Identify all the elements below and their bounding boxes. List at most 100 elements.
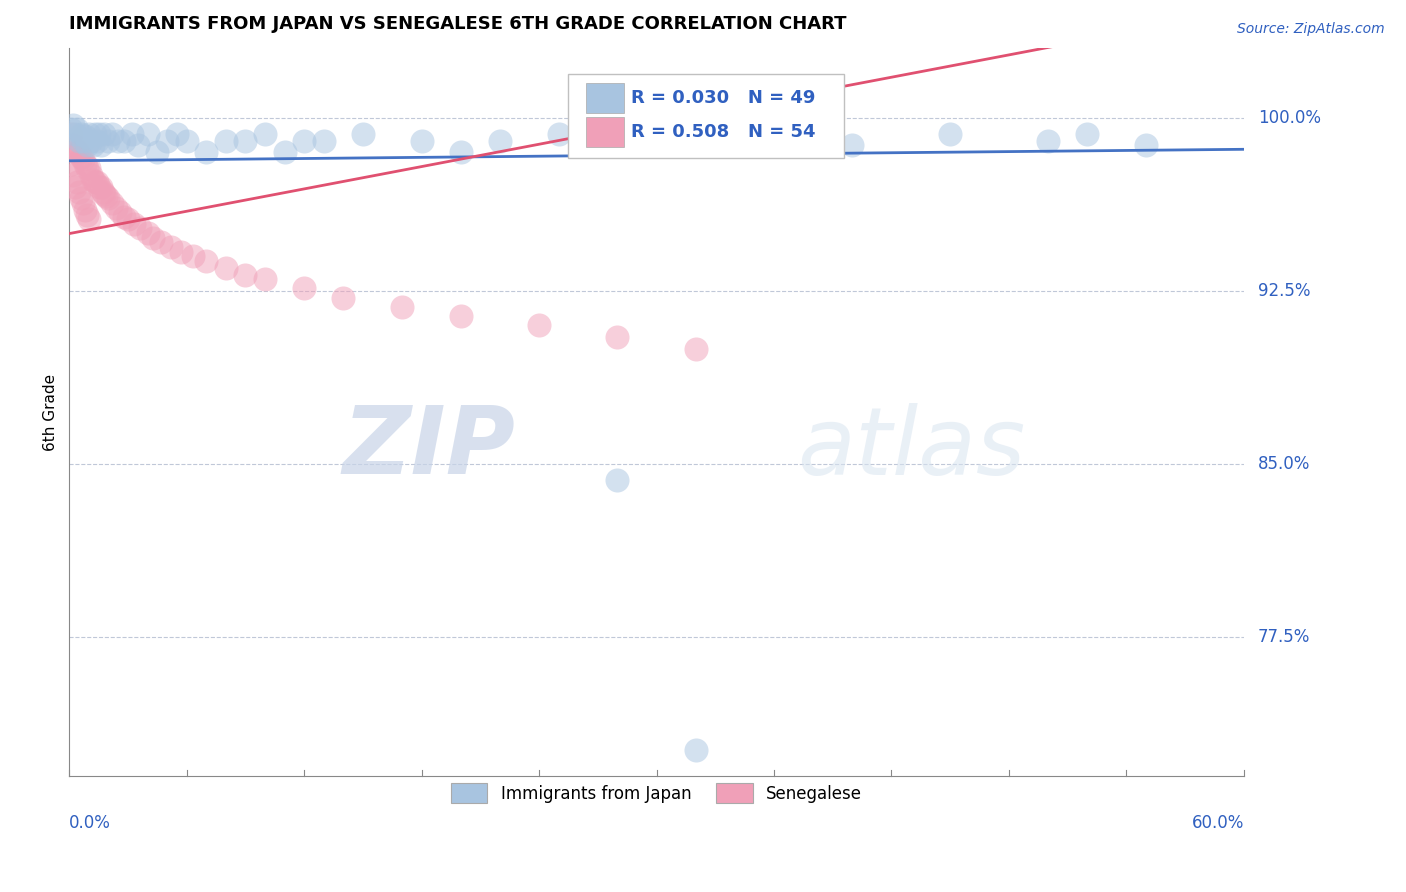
Point	[253, 272, 276, 286]
Point	[62, 118, 84, 132]
Point	[91, 185, 114, 199]
Text: atlas: atlas	[797, 403, 1026, 494]
Point	[112, 210, 135, 224]
Point	[83, 175, 105, 189]
Text: R = 0.508   N = 54: R = 0.508 N = 54	[631, 123, 815, 141]
Point	[1036, 134, 1059, 148]
Point	[76, 138, 98, 153]
Point	[86, 175, 108, 189]
Point	[66, 122, 89, 136]
Point	[939, 127, 962, 141]
Point	[93, 127, 115, 141]
Point	[97, 192, 120, 206]
Point	[332, 291, 354, 305]
Point	[606, 330, 628, 344]
Text: IMMIGRANTS FROM JAPAN VS SENEGALESE 6TH GRADE CORRELATION CHART: IMMIGRANTS FROM JAPAN VS SENEGALESE 6TH …	[69, 15, 846, 33]
Point	[77, 212, 100, 227]
Point	[72, 153, 94, 167]
Point	[215, 134, 238, 148]
Point	[744, 127, 766, 141]
Point	[312, 134, 335, 148]
Point	[90, 180, 112, 194]
Point	[62, 138, 84, 153]
Legend: Immigrants from Japan, Senegalese: Immigrants from Japan, Senegalese	[444, 777, 869, 809]
Point	[86, 134, 108, 148]
Point	[107, 134, 129, 148]
Point	[273, 145, 295, 160]
Point	[1135, 138, 1157, 153]
Point	[82, 173, 104, 187]
Point	[112, 134, 135, 148]
Point	[77, 161, 100, 176]
Point	[90, 138, 112, 153]
Point	[128, 221, 150, 235]
Text: 60.0%: 60.0%	[1191, 814, 1244, 832]
Point	[685, 342, 707, 356]
Point	[527, 318, 550, 333]
Point	[156, 134, 179, 148]
Point	[67, 145, 90, 160]
Point	[80, 169, 103, 183]
Point	[97, 134, 120, 148]
Point	[166, 127, 188, 141]
Point	[150, 235, 173, 250]
Point	[60, 122, 83, 136]
FancyBboxPatch shape	[586, 83, 624, 113]
Point	[547, 127, 569, 141]
Point	[195, 253, 218, 268]
Point	[73, 157, 96, 171]
Point	[136, 127, 159, 141]
Text: R = 0.030   N = 49: R = 0.030 N = 49	[631, 89, 815, 107]
Point	[352, 127, 374, 141]
Point	[117, 212, 139, 227]
Point	[72, 134, 94, 148]
Point	[76, 161, 98, 176]
Point	[841, 138, 863, 153]
Point	[122, 217, 145, 231]
Point	[170, 244, 193, 259]
Point	[73, 202, 96, 217]
Point	[67, 134, 90, 148]
Point	[63, 127, 86, 141]
Point	[93, 186, 115, 201]
Point	[127, 138, 149, 153]
Point	[73, 129, 96, 144]
Point	[67, 185, 90, 199]
Point	[450, 145, 472, 160]
Point	[82, 138, 104, 153]
Point	[253, 127, 276, 141]
Point	[72, 196, 94, 211]
Point	[63, 145, 86, 160]
Text: 0.0%: 0.0%	[69, 814, 111, 832]
Point	[63, 180, 86, 194]
Text: ZIP: ZIP	[343, 402, 516, 494]
Point	[391, 300, 413, 314]
Point	[96, 189, 118, 203]
FancyBboxPatch shape	[586, 117, 624, 147]
Point	[292, 134, 315, 148]
Point	[215, 260, 238, 275]
Point	[645, 134, 668, 148]
Point	[101, 127, 124, 141]
Point	[87, 127, 110, 141]
Point	[60, 127, 83, 141]
Point	[489, 134, 512, 148]
Point	[146, 145, 169, 160]
Point	[87, 180, 110, 194]
Text: Source: ZipAtlas.com: Source: ZipAtlas.com	[1237, 22, 1385, 37]
Point	[1076, 127, 1098, 141]
Point	[195, 145, 218, 160]
Point	[83, 127, 105, 141]
Text: 92.5%: 92.5%	[1258, 282, 1310, 300]
Point	[411, 134, 433, 148]
Point	[108, 205, 131, 219]
Point	[685, 743, 707, 757]
Point	[66, 145, 89, 160]
Point	[101, 196, 124, 211]
Point	[66, 175, 89, 189]
FancyBboxPatch shape	[568, 74, 845, 158]
Point	[136, 226, 159, 240]
Point	[176, 134, 198, 148]
Point	[121, 127, 143, 141]
Point	[160, 240, 183, 254]
